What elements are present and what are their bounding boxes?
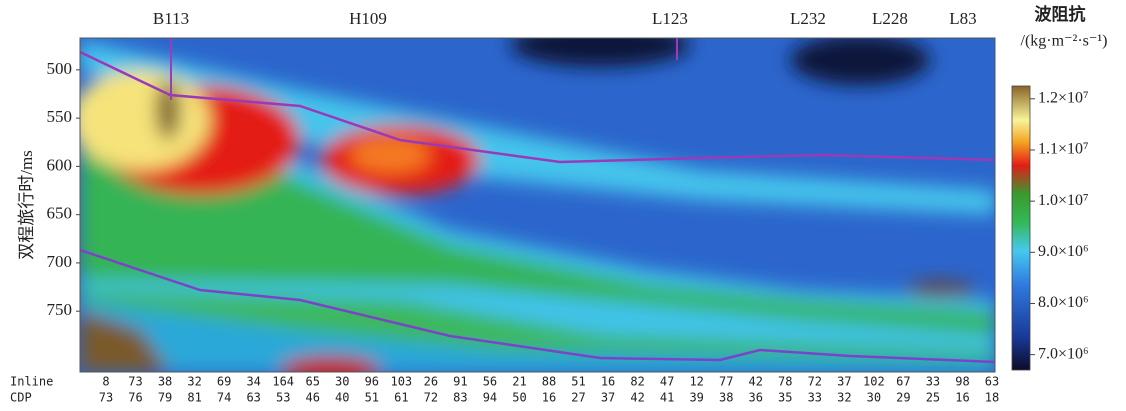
inline-label: 47	[660, 375, 674, 389]
cdp-label: 37	[601, 391, 615, 405]
cdp-label: 72	[424, 391, 438, 405]
inline-label: 38	[158, 375, 172, 389]
cdp-label: 81	[187, 391, 201, 405]
inline-label: 67	[896, 375, 910, 389]
cdp-label: 29	[896, 391, 910, 405]
section-image	[80, 38, 995, 372]
cdp-label: 25	[926, 391, 940, 405]
cdp-label: 41	[660, 391, 674, 405]
inline-label: 103	[390, 375, 412, 389]
y-tick-label: 550	[47, 107, 73, 126]
row-label: Inline	[10, 375, 53, 389]
colorbar-title: 波阻抗	[1035, 4, 1086, 24]
well-label: L228	[872, 9, 908, 28]
cdp-label: 46	[306, 391, 320, 405]
colorbar-tick-label: 1.0×10⁷	[1038, 192, 1089, 209]
inline-label: 63	[985, 375, 999, 389]
cdp-label: 74	[217, 391, 231, 405]
y-tick-label: 500	[47, 59, 73, 78]
row-label: CDP	[10, 391, 32, 405]
y-tick-label: 750	[47, 300, 73, 319]
inline-label: 33	[926, 375, 940, 389]
inline-label: 30	[335, 375, 349, 389]
cdp-label: 76	[128, 391, 142, 405]
cdp-label: 51	[365, 391, 379, 405]
inline-label: 77	[719, 375, 733, 389]
colorbar-tick-label: 1.2×10⁷	[1038, 89, 1089, 106]
inline-label: 69	[217, 375, 231, 389]
cdp-label: 16	[955, 391, 969, 405]
cdp-label: 36	[749, 391, 763, 405]
cdp-label: 35	[778, 391, 792, 405]
inline-label: 26	[424, 375, 438, 389]
colorbar	[1011, 85, 1031, 371]
inline-label: 72	[808, 375, 822, 389]
colorbar-tick-label: 1.1×10⁷	[1038, 141, 1089, 158]
cdp-label: 40	[335, 391, 349, 405]
colorbar-tick-label: 7.0×10⁶	[1038, 345, 1089, 362]
inline-label: 42	[749, 375, 763, 389]
inline-label: 96	[365, 375, 379, 389]
cdp-label: 16	[542, 391, 556, 405]
well-label: B113	[153, 9, 189, 28]
inline-label: 164	[272, 375, 294, 389]
inline-label: 91	[453, 375, 467, 389]
well-label: L123	[652, 9, 688, 28]
cdp-label: 50	[512, 391, 526, 405]
cdp-label: 27	[571, 391, 585, 405]
cdp-label: 30	[867, 391, 881, 405]
cdp-label: 39	[689, 391, 703, 405]
inline-label: 73	[128, 375, 142, 389]
inline-label: 78	[778, 375, 792, 389]
inline-label: 51	[571, 375, 585, 389]
cdp-label: 83	[453, 391, 467, 405]
inline-label: 16	[601, 375, 615, 389]
inline-label: 8	[102, 375, 109, 389]
inline-label: 102	[863, 375, 885, 389]
inline-label: 65	[306, 375, 320, 389]
cdp-label: 63	[246, 391, 260, 405]
well-label: L83	[949, 9, 976, 28]
well-label: L232	[790, 9, 826, 28]
y-tick-label: 700	[47, 252, 73, 271]
cdp-label: 53	[276, 391, 290, 405]
cdp-label: 33	[808, 391, 822, 405]
inline-label: 37	[837, 375, 851, 389]
inline-label: 34	[246, 375, 260, 389]
inline-label: 12	[689, 375, 703, 389]
colorbar-unit: /(kg·m⁻²·s⁻¹)	[1021, 33, 1108, 50]
colorbar-tick-label: 8.0×10⁶	[1038, 294, 1089, 311]
inline-label: 88	[542, 375, 556, 389]
cdp-label: 42	[630, 391, 644, 405]
cdp-label: 73	[99, 391, 113, 405]
y-tick-label: 600	[47, 155, 73, 174]
inline-label: 32	[187, 375, 201, 389]
inline-label: 82	[630, 375, 644, 389]
cdp-label: 32	[837, 391, 851, 405]
colorbar-tick-label: 9.0×10⁶	[1038, 243, 1089, 260]
well-label: H109	[349, 9, 387, 28]
inline-label: 21	[512, 375, 526, 389]
cdp-label: 79	[158, 391, 172, 405]
cdp-label: 18	[985, 391, 999, 405]
inline-label: 98	[955, 375, 969, 389]
cdp-label: 61	[394, 391, 408, 405]
y-tick-label: 650	[47, 204, 73, 223]
cdp-label: 38	[719, 391, 733, 405]
y-axis-label: 双程旅行时/ms	[17, 150, 36, 260]
cdp-label: 94	[483, 391, 497, 405]
inline-label: 56	[483, 375, 497, 389]
